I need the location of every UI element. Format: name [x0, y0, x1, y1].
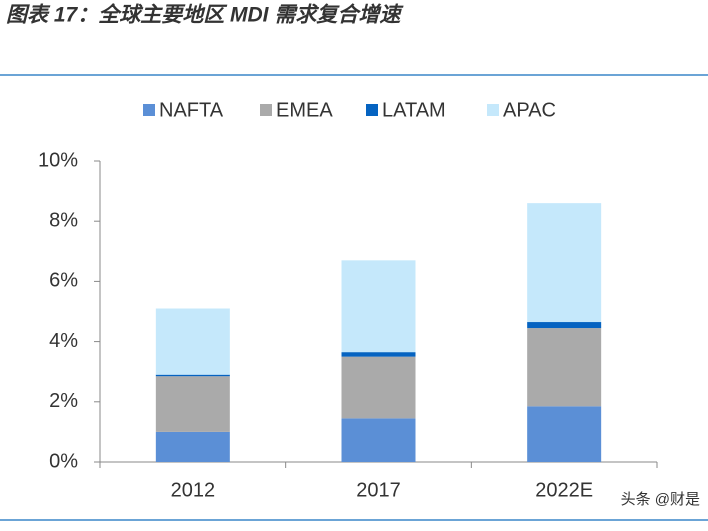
legend-swatch — [366, 104, 378, 116]
legend-label: NAFTA — [159, 99, 224, 121]
bar-segment — [527, 203, 602, 323]
bar-segment — [527, 322, 602, 329]
bar-segment — [527, 328, 602, 407]
legend-swatch — [487, 104, 499, 116]
bar-segment — [155, 374, 230, 377]
y-tick-label: 8% — [49, 209, 78, 231]
bar-segment — [155, 431, 230, 462]
chart-title: 图表 17：全球主要地区 MDI 需求复合增速 — [6, 3, 404, 27]
x-tick-label: 2012 — [171, 479, 216, 501]
y-tick-label: 6% — [49, 270, 78, 292]
bar-segment — [341, 418, 416, 462]
y-tick-label: 2% — [49, 390, 78, 412]
bar-segment — [341, 352, 416, 357]
y-tick-label: 0% — [49, 450, 78, 472]
watermark: 头条 @财是 — [621, 491, 700, 508]
legend-swatch — [260, 104, 272, 116]
x-tick-label: 2022E — [535, 479, 593, 501]
x-tick-label: 2017 — [356, 479, 401, 501]
bar-segment — [155, 308, 230, 375]
legend-label: LATAM — [382, 99, 446, 121]
y-tick-label: 4% — [49, 330, 78, 352]
bar-segment — [155, 376, 230, 432]
bar-segment — [341, 356, 416, 419]
legend-label: EMEA — [276, 99, 333, 121]
bar-segment — [341, 260, 416, 353]
legend-swatch — [143, 104, 155, 116]
y-tick-label: 10% — [38, 149, 78, 171]
bar-segment — [527, 406, 602, 462]
legend-label: APAC — [503, 99, 556, 121]
